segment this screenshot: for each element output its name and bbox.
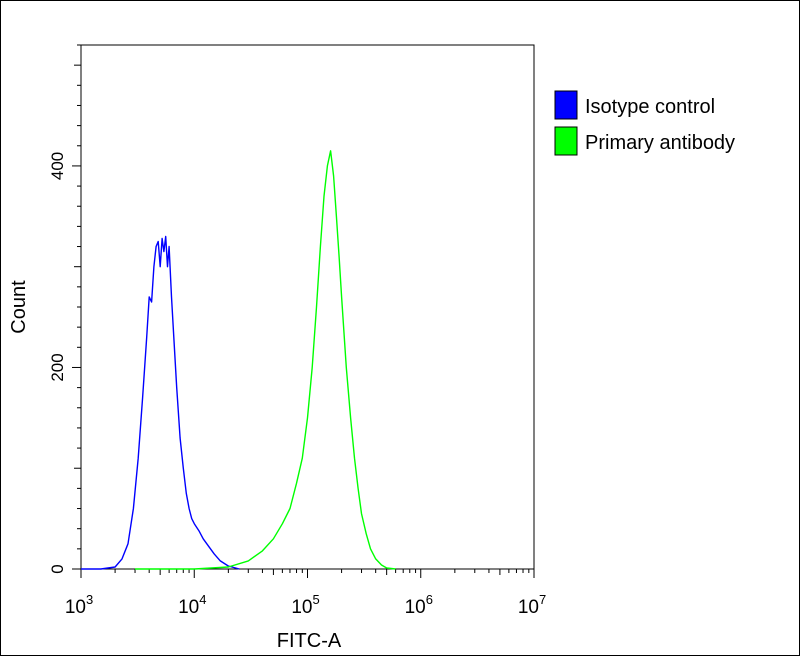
- x-axis-label: FITC-A: [277, 630, 342, 652]
- y-axis-label: Count: [8, 280, 30, 334]
- y-axis: 0 200 400: [48, 44, 81, 574]
- x-tick-label: 104: [178, 592, 206, 618]
- legend-swatch: [554, 90, 578, 120]
- y-tick-label: 200: [48, 353, 67, 381]
- legend-swatch: [554, 126, 578, 156]
- legend-label: Isotype control: [585, 96, 715, 118]
- x-tick-label: 105: [291, 592, 319, 618]
- x-axis: 103 104 105 106 107: [65, 569, 546, 618]
- x-tick-label: 107: [518, 592, 546, 618]
- series-lines: [81, 150, 396, 570]
- series-line-primary-antibody: [135, 150, 396, 570]
- series-line-isotype-control: [81, 235, 240, 570]
- legend-label: Primary antibody: [585, 132, 735, 154]
- y-tick-label: 400: [48, 152, 67, 180]
- y-tick-label: 0: [48, 564, 67, 573]
- x-tick-label: 103: [65, 592, 93, 618]
- x-tick-label: 106: [405, 592, 433, 618]
- legend: Isotype control Primary antibody: [554, 90, 735, 156]
